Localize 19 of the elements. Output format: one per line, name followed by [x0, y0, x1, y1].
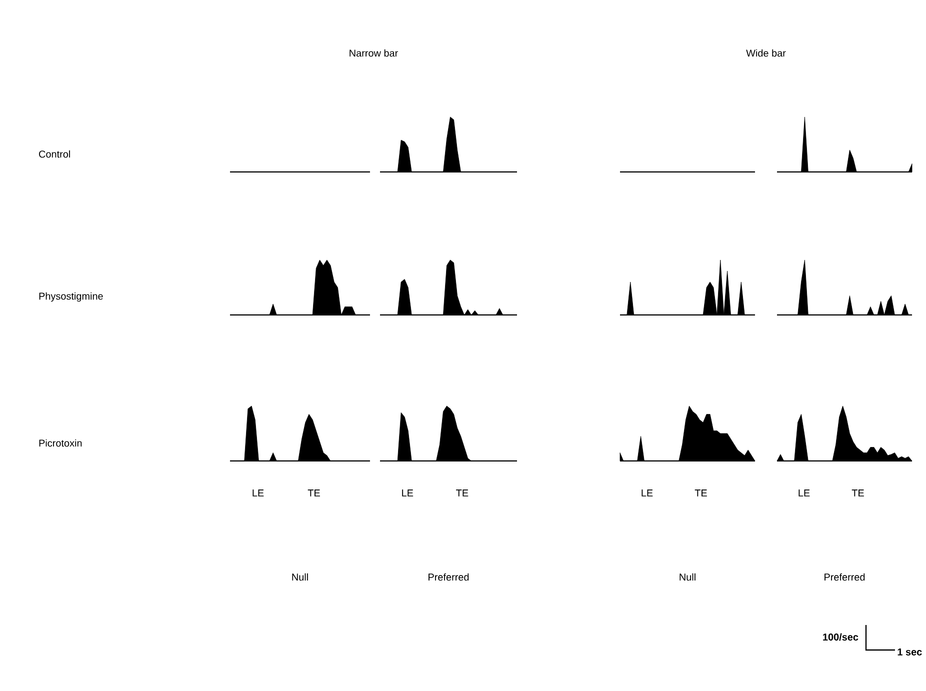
text: 100/sec: [823, 633, 858, 641]
y-axis-title: Picrotoxin: [39, 439, 82, 447]
text: 1 sec: [898, 648, 922, 656]
text: TE: [694, 490, 707, 496]
text: Control: [39, 150, 70, 158]
text: LE: [402, 490, 414, 496]
text: LE: [798, 490, 810, 496]
x-axis-title: Preferred: [824, 573, 865, 581]
text: TE: [456, 490, 468, 496]
y-axis-title: Physostigmine: [39, 292, 103, 302]
text: TE: [852, 490, 864, 496]
text: LE: [252, 490, 264, 496]
text: TE: [308, 490, 320, 496]
text: LE: [642, 490, 653, 496]
text: Wide bar: [746, 49, 786, 57]
x-axis-title: Null: [292, 573, 308, 581]
x-axis-title: Preferred: [428, 573, 469, 581]
x-axis-title: Null: [680, 573, 696, 581]
text: Narrow bar: [350, 49, 398, 57]
